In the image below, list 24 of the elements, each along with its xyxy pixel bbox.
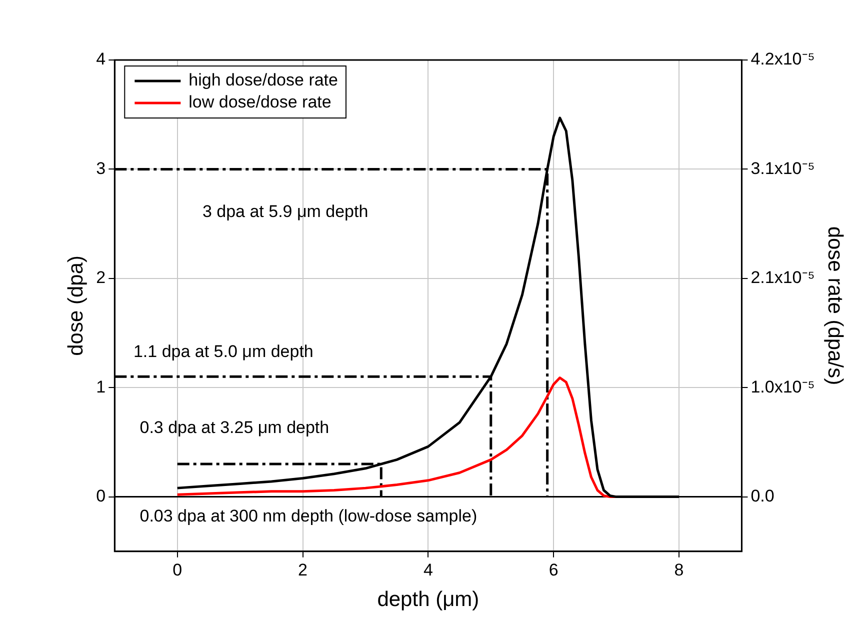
y2-tick-label: 0.0: [750, 486, 774, 506]
annotation: 3 dpa at 5.9 μm depth: [202, 202, 368, 222]
y-tick-label: 3: [96, 158, 106, 178]
legend-label: high dose/dose rate: [188, 70, 338, 90]
y2-tick-label: 3.1x10⁻⁵: [750, 158, 815, 178]
y-tick-label: 2: [96, 268, 106, 288]
y-tick-label: 0: [96, 486, 106, 506]
x-tick-label: 8: [674, 560, 684, 580]
y2-axis-title: dose rate (dpa/s): [824, 226, 847, 386]
x-tick-label: 2: [298, 560, 308, 580]
x-tick-label: 0: [172, 560, 182, 580]
y2-tick-label: 2.1x10⁻⁵: [750, 268, 815, 288]
y2-tick-label: 1.0x10⁻⁵: [750, 377, 815, 396]
x-tick-label: 4: [423, 560, 433, 580]
x-axis-title: depth (μm): [377, 588, 480, 612]
y-axis-title: dose (dpa): [64, 255, 88, 356]
annotation: 1.1 dpa at 5.0 μm depth: [133, 342, 314, 362]
x-tick-label: 6: [548, 560, 558, 580]
annotation: 0.3 dpa at 3.25 μm depth: [140, 418, 330, 438]
y-tick-label: 1: [96, 377, 106, 396]
legend-label: low dose/dose rate: [188, 92, 332, 112]
y2-tick-label: 4.2x10⁻⁵: [750, 50, 815, 69]
y-tick-label: 4: [96, 50, 106, 69]
annotation: 0.03 dpa at 300 nm depth (low-dose sample): [140, 506, 478, 526]
